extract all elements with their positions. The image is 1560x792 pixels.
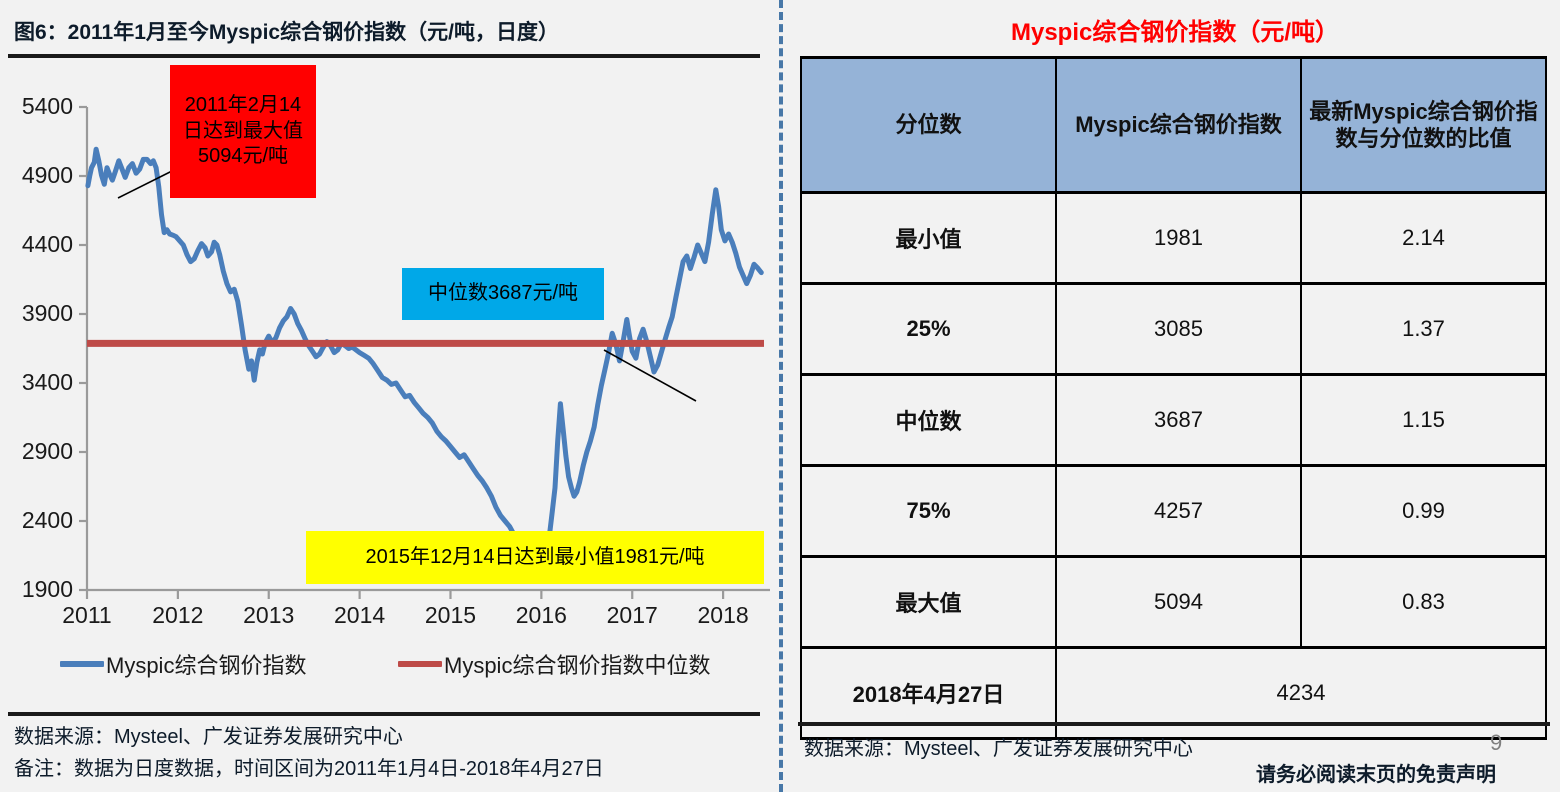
x-axis-tick-label: 2011: [62, 602, 112, 628]
chart-legend: Myspic综合钢价指数 Myspic综合钢价指数中位数: [0, 648, 780, 694]
price-index-line: [85, 146, 764, 582]
legend-label-median: Myspic综合钢价指数中位数: [444, 653, 711, 678]
x-axis-tick-label: 2012: [152, 602, 204, 628]
table-source-note: 数据来源：Mysteel、广发证券发展研究中心: [804, 738, 1193, 760]
table-row: 75% 4257 0.99: [800, 464, 1547, 558]
annotation-leader-lines: [117, 170, 697, 402]
table-row: 最小值 1981 2.14: [800, 191, 1547, 285]
table-cell-quantile: 中位数: [800, 373, 1057, 467]
table-cell-ratio: 0.83: [1300, 555, 1547, 649]
y-axis-tick-label: 2900: [21, 438, 73, 464]
table-row: 中位数 3687 1.15: [800, 373, 1547, 467]
annotation-min-value: 2015年12月14日达到最小值1981元/吨: [306, 531, 764, 584]
table-body: 最小值 1981 2.14 25% 3085 1.37 中位数 3687 1.15 75% 4257…: [800, 191, 1547, 740]
table-cell-index: 5094: [1055, 555, 1302, 649]
legend-item-index: Myspic综合钢价指数: [60, 648, 306, 680]
table-row: 最大值 5094 0.83: [800, 555, 1547, 649]
table-cell-ratio: 0.99: [1300, 464, 1547, 558]
y-axis-tick-label: 4400: [21, 231, 73, 257]
left-footer-rule: [8, 712, 760, 716]
chart-series: [85, 146, 764, 582]
legend-swatch-index: [60, 661, 104, 667]
disclaimer-text: 请务必阅读末页的免责声明: [1256, 764, 1496, 786]
y-axis-tick-label: 5400: [21, 93, 73, 119]
table-cell-quantile: 最大值: [800, 555, 1057, 649]
annotation-max-value: 2011年2月14日达到最大值5094元/吨: [170, 65, 316, 198]
legend-label-index: Myspic综合钢价指数: [106, 653, 307, 678]
x-axis-tick-label: 2014: [334, 602, 386, 628]
table-panel: Myspic综合钢价指数（元/吨） 分位数 Myspic综合钢价指数 最新Mys…: [790, 0, 1560, 792]
y-axis-tick-label: 4900: [21, 162, 73, 188]
table-cell-quantile: 25%: [800, 282, 1057, 376]
y-axis-tick-label: 3900: [21, 300, 73, 326]
figure-title: 图6：2011年1月至今Myspic综合钢价指数（元/吨，日度）: [14, 21, 559, 44]
table-cell-ratio: 1.37: [1300, 282, 1547, 376]
chart-source-note: 数据来源：Mysteel、广发证券发展研究中心: [14, 726, 403, 748]
x-axis-tick-label: 2015: [424, 602, 477, 628]
x-axis-tick-label: 2017: [606, 602, 658, 628]
table-cell-index: 3687: [1055, 373, 1302, 467]
page-number: 9: [1490, 730, 1503, 755]
statistics-table: 分位数 Myspic综合钢价指数 最新Myspic综合钢价指数与分位数的比值 最…: [800, 56, 1547, 740]
y-axis-tick-label: 1900: [21, 576, 73, 602]
table-cell-quantile: 75%: [800, 464, 1057, 558]
table-cell-ratio: 2.14: [1300, 191, 1547, 285]
table-cell-quantile: 最小值: [800, 191, 1057, 285]
line-chart: 2011年2月14日达到最大值5094元/吨 中位数3687元/吨 2015年1…: [0, 58, 780, 638]
legend-item-median: Myspic综合钢价指数中位数: [398, 648, 710, 680]
table-header-row: 分位数 Myspic综合钢价指数 最新Myspic综合钢价指数与分位数的比值: [800, 56, 1547, 194]
chart-remark-note: 备注：数据为日度数据，时间区间为2011年1月4日-2018年4月27日: [14, 758, 604, 780]
x-axis-tick-label: 2016: [515, 602, 567, 628]
table-cell-ratio: 1.15: [1300, 373, 1547, 467]
table-title: Myspic综合钢价指数（元/吨）: [1010, 19, 1340, 46]
y-axis-tick-label: 2400: [21, 507, 73, 533]
table-row: 25% 3085 1.37: [800, 282, 1547, 376]
panel-divider: [779, 0, 783, 792]
title-divider-rule: [8, 54, 760, 58]
table-header-index: Myspic综合钢价指数: [1055, 56, 1302, 194]
legend-swatch-median: [398, 661, 442, 667]
annotation-median-value: 中位数3687元/吨: [402, 268, 604, 320]
table-header-ratio: 最新Myspic综合钢价指数与分位数的比值: [1300, 56, 1547, 194]
y-axis-tick-label: 3400: [21, 369, 73, 395]
x-axis-tick-label: 2018: [697, 602, 749, 628]
table-cell-index: 4257: [1055, 464, 1302, 558]
chart-svg: [79, 105, 770, 599]
table-cell-index: 1981: [1055, 191, 1302, 285]
chart-panel: 图6：2011年1月至今Myspic综合钢价指数（元/吨，日度） 2011年2月…: [0, 21, 780, 780]
right-footer-rule: [798, 722, 1550, 726]
table-header-quantile: 分位数: [800, 56, 1057, 194]
table-cell-index: 3085: [1055, 282, 1302, 376]
x-axis-tick-label: 2013: [243, 602, 295, 628]
